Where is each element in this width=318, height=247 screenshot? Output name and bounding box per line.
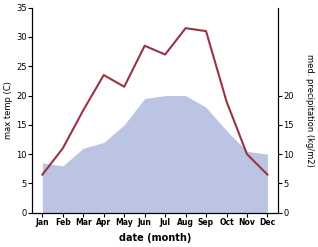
X-axis label: date (month): date (month) [119,233,191,243]
Y-axis label: max temp (C): max temp (C) [4,81,13,139]
Y-axis label: med. precipitation (kg/m2): med. precipitation (kg/m2) [305,54,314,167]
